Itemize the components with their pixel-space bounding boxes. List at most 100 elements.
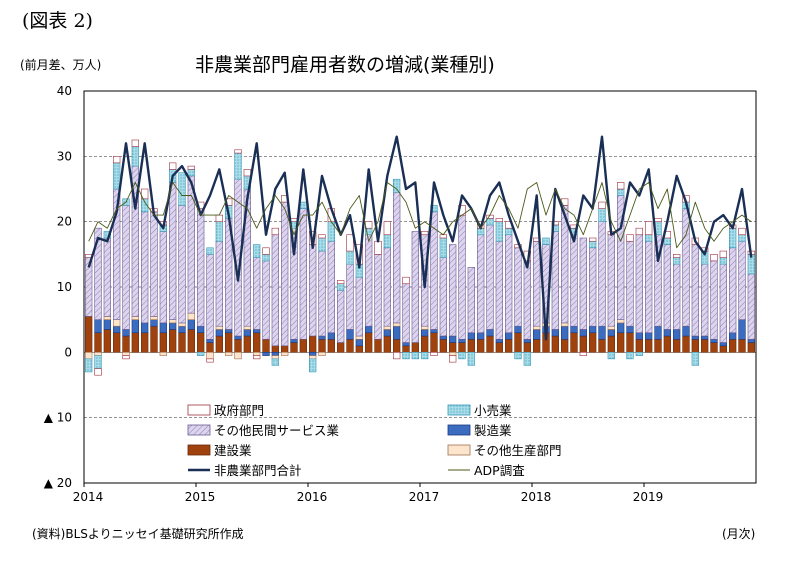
- bar-manufacturing: [243, 329, 251, 337]
- bar-construction: [551, 335, 559, 353]
- bar-manufacturing: [617, 322, 625, 334]
- bar-manufacturing: [327, 332, 335, 340]
- bar-retail: [645, 234, 653, 242]
- bar-other_goods: [617, 319, 625, 324]
- bar-retail: [85, 358, 93, 373]
- x-tick-label: 2014: [73, 490, 104, 504]
- bar-government: [113, 156, 121, 164]
- bar-manufacturing: [495, 338, 503, 343]
- bar-other_private_services: [551, 231, 559, 330]
- bar-other_private_services: [383, 247, 391, 327]
- y-tick-label: 20: [57, 215, 72, 229]
- bar-construction: [225, 332, 233, 353]
- bar-other_private_services: [141, 211, 149, 324]
- bar-construction: [131, 332, 139, 353]
- bar-construction: [654, 338, 662, 353]
- bar-retail: [663, 237, 671, 245]
- bar-government: [94, 368, 102, 376]
- y-tick-label: ▲ 10: [44, 411, 72, 425]
- bar-manufacturing: [570, 325, 578, 334]
- bar-government: [495, 218, 503, 222]
- bar-retail: [318, 237, 326, 252]
- bar-government: [169, 162, 177, 170]
- bar-construction: [85, 316, 93, 353]
- bar-other_private_services: [178, 205, 186, 324]
- bar-manufacturing: [131, 319, 139, 334]
- bar-retail: [309, 358, 317, 373]
- bar-construction: [374, 338, 382, 353]
- bar-manufacturing: [738, 319, 746, 340]
- bar-construction: [477, 338, 485, 353]
- bar-other_goods: [94, 352, 102, 356]
- y-tick-label: 30: [57, 149, 72, 163]
- bar-construction: [589, 332, 597, 353]
- bar-other_private_services: [495, 240, 503, 340]
- legend-swatch-construction: [187, 444, 211, 456]
- bar-other_goods: [271, 355, 279, 360]
- bar-manufacturing: [701, 335, 709, 340]
- bar-other_goods: [393, 322, 401, 327]
- bar-other_private_services: [710, 260, 718, 340]
- bar-retail: [234, 152, 242, 180]
- bar-manufacturing: [514, 325, 522, 334]
- bar-government: [449, 355, 457, 363]
- bar-other_private_services: [299, 208, 307, 340]
- legend-swatch-retail: [447, 404, 471, 416]
- bar-construction: [150, 325, 158, 353]
- bar-government: [645, 221, 653, 236]
- bar-manufacturing: [309, 352, 317, 356]
- x-tick-label: 2017: [409, 490, 440, 504]
- bar-manufacturing: [533, 329, 541, 340]
- bar-construction: [365, 332, 373, 353]
- bar-construction: [318, 338, 326, 353]
- bar-manufacturing: [635, 332, 643, 340]
- x-tick-label: 2016: [297, 490, 328, 504]
- bar-government: [365, 221, 373, 229]
- bar-other_private_services: [607, 234, 615, 327]
- bar-other_private_services: [458, 214, 466, 340]
- bar-retail: [514, 352, 522, 360]
- bar-government: [234, 149, 242, 154]
- bar-construction: [206, 342, 214, 353]
- bar-construction: [533, 338, 541, 353]
- bar-manufacturing: [645, 332, 653, 340]
- bar-government: [421, 231, 429, 236]
- bar-other_private_services: [486, 224, 494, 330]
- legend-label: 小売業: [474, 403, 512, 418]
- bar-construction: [710, 342, 718, 353]
- bar-other_private_services: [215, 240, 223, 327]
- bar-other_private_services: [197, 208, 205, 327]
- bar-other_private_services: [374, 254, 382, 340]
- bar-manufacturing: [187, 319, 195, 330]
- bar-manufacturing: [663, 329, 671, 337]
- bar-manufacturing: [477, 332, 485, 340]
- bar-manufacturing: [206, 338, 214, 343]
- bar-construction: [682, 335, 690, 353]
- bar-construction: [486, 335, 494, 353]
- bar-other_private_services: [281, 201, 289, 347]
- bar-manufacturing: [486, 329, 494, 337]
- bar-other_private_services: [122, 205, 130, 330]
- bar-government: [626, 234, 634, 242]
- bar-government: [710, 254, 718, 262]
- bar-manufacturing: [654, 325, 662, 340]
- bar-construction: [337, 342, 345, 353]
- bar-manufacturing: [719, 342, 727, 347]
- bar-retail: [505, 227, 513, 236]
- bar-construction: [393, 338, 401, 353]
- bar-retail: [738, 234, 746, 242]
- bar-other_goods: [159, 352, 167, 356]
- bar-other_private_services: [103, 237, 111, 317]
- bar-retail: [346, 250, 354, 265]
- bar-manufacturing: [178, 325, 186, 334]
- series-line-nonfarm_total: [87, 135, 753, 341]
- bar-manufacturing: [710, 338, 718, 343]
- bar-retail: [337, 283, 345, 291]
- bar-government: [393, 352, 401, 360]
- bar-construction: [281, 345, 289, 353]
- bar-other_goods: [150, 316, 158, 320]
- bar-retail: [402, 352, 410, 360]
- bar-manufacturing: [94, 319, 102, 334]
- bar-manufacturing: [673, 329, 681, 340]
- bar-other_private_services: [318, 250, 326, 337]
